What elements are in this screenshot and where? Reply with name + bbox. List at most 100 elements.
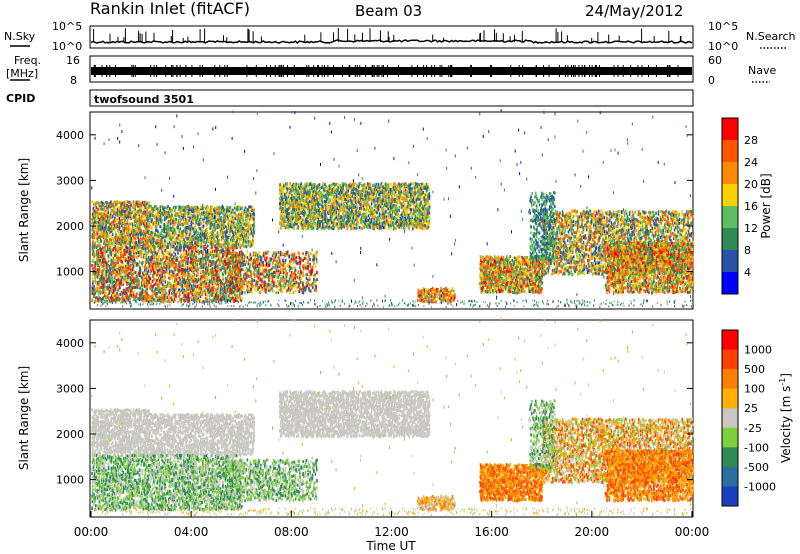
- power-cell: [140, 232, 142, 236]
- power-cell: [135, 242, 137, 246]
- power-cell: [283, 195, 286, 199]
- power-cell: [95, 224, 98, 228]
- power-cell: [412, 223, 414, 227]
- power-cell: [406, 199, 409, 203]
- power-cell: [247, 227, 250, 231]
- power-cell: [234, 223, 236, 227]
- power-cell: [302, 218, 304, 222]
- power-cell: [195, 221, 198, 225]
- power-cell: [396, 183, 399, 187]
- power-cell: [359, 182, 362, 186]
- power-cell: [376, 206, 379, 209]
- power-cell: [284, 226, 287, 230]
- power-cell: [282, 221, 285, 225]
- power-cell: [315, 200, 318, 203]
- power-cell: [227, 244, 229, 248]
- power-cell: [391, 188, 394, 192]
- power-cell: [129, 205, 131, 209]
- power-cell: [405, 197, 408, 200]
- power-cell: [393, 197, 395, 201]
- power-cell: [311, 211, 313, 215]
- power-cell: [299, 204, 301, 208]
- power-cell: [218, 215, 221, 219]
- power-cell: [419, 222, 422, 226]
- power-cell: [238, 244, 240, 248]
- power-cell: [190, 241, 192, 245]
- power-cell: [96, 228, 98, 232]
- power-cell: [331, 183, 333, 187]
- power-cell: [209, 226, 211, 230]
- power-cell: [148, 201, 150, 205]
- power-cell: [364, 190, 367, 194]
- power-cell: [331, 227, 334, 230]
- power-cell: [123, 202, 126, 206]
- power-cell: [182, 229, 185, 233]
- power-cell: [105, 221, 107, 225]
- power-cell: [229, 219, 231, 223]
- power-cell: [108, 224, 110, 228]
- power-cell: [236, 232, 239, 236]
- power-cell: [416, 209, 419, 213]
- power-cell: [295, 187, 297, 191]
- power-cell: [402, 196, 405, 200]
- power-cell: [104, 212, 106, 216]
- power-cell: [127, 222, 130, 226]
- power-cell: [95, 201, 98, 205]
- power-cell: [308, 193, 311, 197]
- power-cell: [306, 182, 308, 185]
- power-cell: [312, 211, 315, 215]
- power-cell: [366, 204, 368, 208]
- power-cell: [195, 205, 198, 209]
- power-cell: [292, 223, 294, 227]
- power-cell: [318, 202, 320, 206]
- power-cell: [99, 244, 101, 248]
- power-cell: [343, 201, 345, 205]
- power-cell: [148, 214, 150, 218]
- power-cell: [324, 185, 327, 189]
- power-cell: [218, 242, 220, 246]
- power-cell: [299, 200, 301, 203]
- power-cell: [301, 217, 303, 221]
- power-cell: [176, 212, 179, 216]
- power-cell: [357, 198, 360, 202]
- power-cell: [312, 214, 315, 218]
- power-cell: [172, 241, 174, 244]
- power-cell: [340, 215, 343, 219]
- power-cell: [402, 210, 404, 214]
- power-cell: [239, 242, 241, 246]
- power-cell: [112, 236, 114, 240]
- power-cell: [200, 229, 202, 233]
- power-cell: [324, 186, 327, 190]
- power-cell: [295, 213, 298, 217]
- power-cell: [333, 187, 335, 191]
- power-cell: [124, 200, 127, 204]
- power-cell: [231, 215, 234, 219]
- power-cell: [217, 221, 219, 225]
- power-cell: [397, 199, 399, 203]
- power-cell: [404, 205, 406, 209]
- power-cell: [418, 210, 421, 214]
- power-cell: [182, 205, 184, 209]
- power-cell: [422, 225, 425, 229]
- power-cell: [198, 226, 200, 230]
- power-cell: [350, 191, 352, 195]
- power-cell: [112, 209, 115, 213]
- power-cell: [244, 229, 247, 232]
- power-cell: [128, 226, 131, 230]
- power-cell: [118, 206, 120, 210]
- power-cell: [132, 222, 135, 226]
- power-cell: [164, 214, 167, 218]
- power-cell: [407, 201, 409, 205]
- power-cell: [281, 226, 283, 230]
- power-cell: [317, 183, 319, 187]
- power-cell: [105, 230, 107, 234]
- power-cell: [227, 236, 229, 239]
- power-cell: [253, 219, 255, 223]
- power-cell: [393, 221, 395, 225]
- power-cell: [186, 236, 188, 240]
- power-cell: [138, 223, 141, 227]
- power-cell: [311, 222, 314, 226]
- power-cell: [174, 213, 176, 217]
- power-cell: [308, 182, 310, 186]
